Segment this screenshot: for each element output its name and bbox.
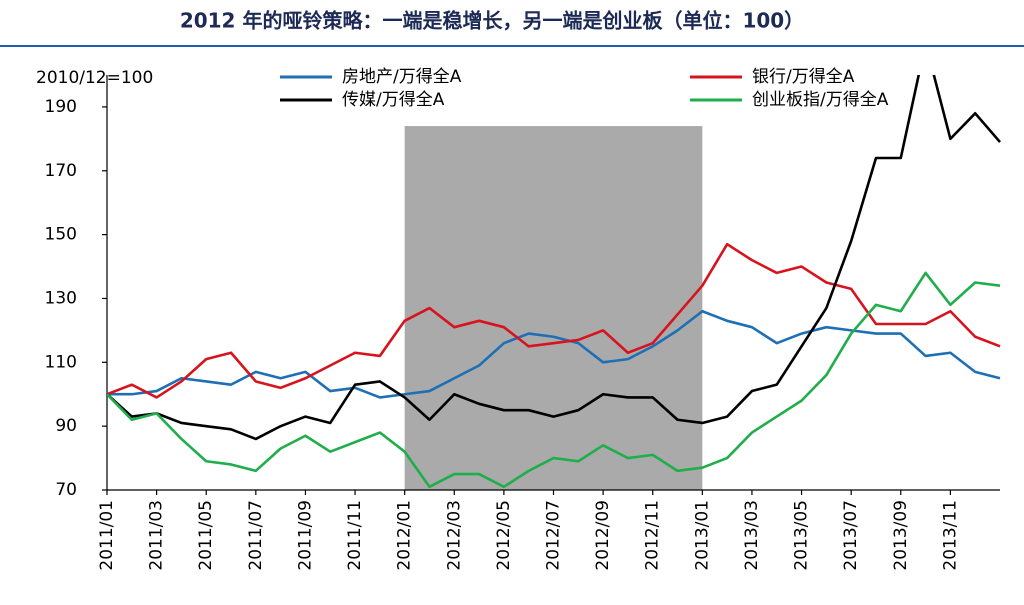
x-tick-label: 2011/03 <box>147 500 167 571</box>
x-tick-label: 2012/01 <box>395 500 415 571</box>
x-tick-label: 2011/01 <box>97 500 117 571</box>
x-tick-label: 2013/07 <box>841 500 861 571</box>
x-tick-label: 2012/09 <box>593 500 613 571</box>
x-tick-label: 2013/09 <box>891 500 911 571</box>
series-line <box>107 309 1001 399</box>
y-tick-label: 150 <box>45 225 77 245</box>
x-tick-label: 2011/07 <box>246 500 266 571</box>
x-tick-label: 2013/01 <box>692 500 712 571</box>
legend-label: 银行/万得全A <box>752 67 855 87</box>
x-tick-label: 2013/11 <box>940 500 960 571</box>
x-tick-label: 2013/05 <box>792 500 812 571</box>
series-line <box>107 75 1001 441</box>
x-tick-label: 2011/11 <box>345 500 365 571</box>
legend-label: 传媒/万得全A <box>342 90 445 110</box>
legend-label: 房地产/万得全A <box>342 67 462 87</box>
x-tick-label: 2012/11 <box>643 500 663 571</box>
y-tick-label: 90 <box>55 416 77 436</box>
x-tick-label: 2013/03 <box>742 500 762 571</box>
series-line <box>107 271 1001 489</box>
x-tick-label: 2012/07 <box>544 500 564 571</box>
chart-title: 2012 年的哑铃策略：一端是稳增长，另一端是创业板（单位：100） <box>180 9 804 33</box>
x-tick-label: 2012/05 <box>494 500 514 571</box>
series-line <box>107 242 1001 399</box>
y-tick-label: 170 <box>45 161 77 181</box>
highlight-band <box>404 126 703 491</box>
x-tick-label: 2011/09 <box>295 500 315 571</box>
x-tick-label: 2012/03 <box>444 500 464 571</box>
y-tick-label: 110 <box>45 352 77 372</box>
y-tick-label: 70 <box>55 480 77 500</box>
y-tick-label: 130 <box>45 288 77 308</box>
legend-label: 创业板指/万得全A <box>752 90 889 110</box>
y-tick-label: 190 <box>45 97 77 117</box>
y-axis-label: 2010/12=100 <box>36 68 153 88</box>
x-tick-label: 2011/05 <box>196 500 216 571</box>
